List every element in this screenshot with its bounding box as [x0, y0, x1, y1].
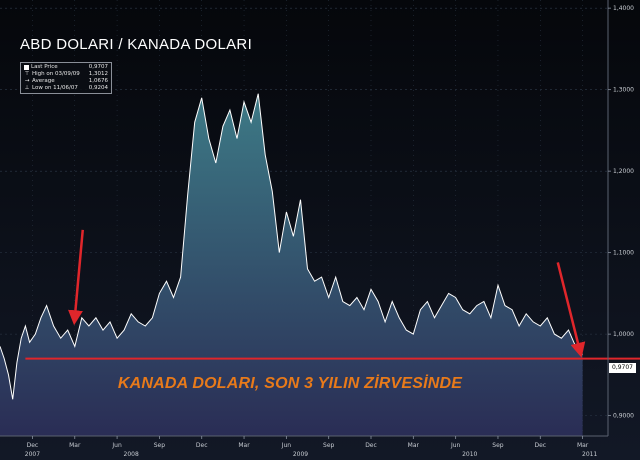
y-tick-label: 0,9000 [613, 413, 634, 420]
x-tick-label: Mar [408, 442, 420, 449]
x-axis-ticks: Dec Mar Jun Sep Dec Mar Jun Sep Dec Mar Jun Sep Dec M… [25, 436, 597, 458]
x-tick-label: Mar [238, 442, 250, 449]
y-tick-label: 1,4000 [613, 5, 634, 12]
price-series-line [0, 93, 583, 400]
legend-entry-last: Last Price 0,9707 [24, 64, 108, 71]
x-tick-label: Mar [577, 442, 589, 449]
x-tick-label: Sep [154, 442, 166, 449]
square-icon [24, 65, 29, 70]
x-tick-label: Jun [111, 442, 122, 449]
x-year-label: 2008 [124, 451, 139, 458]
high-marker-icon: ⊤ [24, 71, 30, 77]
y-tick-label: 1,0000 [613, 331, 634, 338]
legend-value: 0,9707 [88, 64, 108, 70]
low-marker-icon: ⊥ [24, 85, 30, 91]
last-price-badge: 0,9707 [609, 363, 636, 373]
x-tick-label: Dec [196, 442, 208, 449]
x-tick-label: Jun [281, 442, 292, 449]
chart-title: ABD DOLARI / KANADA DOLARI [20, 36, 253, 53]
legend-label: Average [32, 78, 55, 84]
legend-entry-low: ⊥ Low on 11/06/07 0,9204 [24, 85, 108, 92]
legend-label: High on 03/09/09 [32, 71, 80, 77]
price-area [0, 93, 583, 436]
legend-label: Last Price [31, 64, 58, 70]
x-tick-label: Jun [450, 442, 461, 449]
x-year-label: 2007 [25, 451, 40, 458]
y-tick-label: 1,1000 [613, 250, 634, 257]
x-tick-label: Dec [365, 442, 377, 449]
legend-entry-high: ⊤ High on 03/09/09 1,3012 [24, 71, 108, 78]
x-year-label: 2011 [582, 451, 597, 458]
x-tick-label: Sep [323, 442, 335, 449]
legend-value: 0,9204 [88, 85, 108, 91]
chart-annotation: KANADA DOLARI, SON 3 YILIN ZİRVESİNDE [117, 375, 463, 392]
x-tick-label: Dec [534, 442, 546, 449]
legend: Last Price 0,9707 ⊤ High on 03/09/09 1,3… [20, 62, 112, 94]
trend-arrow [67, 229, 85, 326]
x-tick-label: Dec [27, 442, 39, 449]
arrows [67, 229, 586, 358]
y-tick-label: 1,2000 [613, 168, 634, 175]
y-axis-ticks: 1,4000 1,3000 1,2000 1,1000 1,0000 0,9000 [608, 5, 634, 420]
legend-value: 1,3012 [88, 71, 108, 77]
average-marker-icon: → [24, 78, 30, 84]
trend-arrow [556, 262, 586, 358]
legend-value: 1,0676 [88, 78, 108, 84]
legend-entry-average: → Average 1,0676 [24, 78, 108, 85]
y-tick-label: 1,3000 [613, 87, 634, 94]
legend-label: Low on 11/06/07 [32, 85, 78, 91]
x-tick-label: Sep [492, 442, 504, 449]
x-year-label: 2010 [462, 451, 477, 458]
x-tick-label: Mar [69, 442, 81, 449]
x-year-label: 2009 [293, 451, 308, 458]
